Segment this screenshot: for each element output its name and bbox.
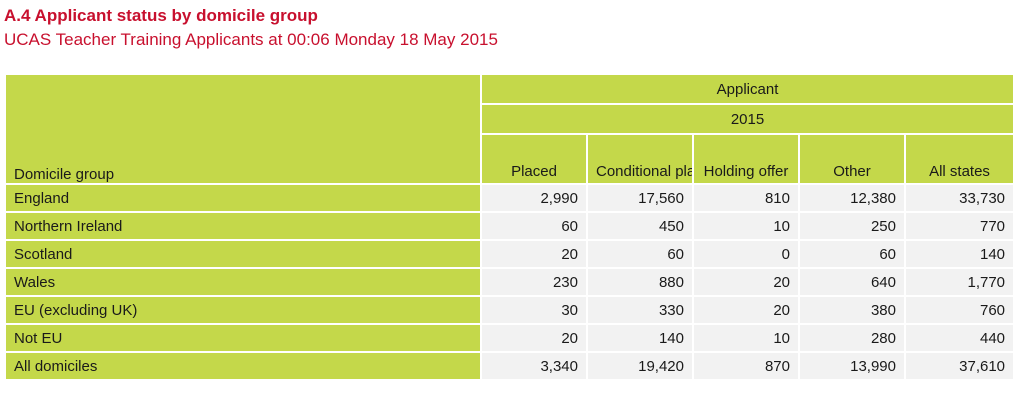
cell-value: 60 <box>586 239 694 269</box>
column-header-other: Other <box>798 133 906 185</box>
column-header-all-states: All states <box>903 133 1016 185</box>
cell-value: 60 <box>480 211 588 241</box>
year-header: 2015 <box>479 103 1016 135</box>
column-header-placed: Placed <box>480 133 588 185</box>
cell-value: 19,420 <box>586 351 694 381</box>
table-row: EU (excluding UK) 30 330 20 380 760 <box>4 295 1016 325</box>
cell-value: 20 <box>480 323 588 353</box>
table-row: Not EU 20 140 10 280 440 <box>4 323 1016 353</box>
row-label: England <box>4 183 482 213</box>
row-label: Northern Ireland <box>4 211 482 241</box>
group-header: Applicant <box>479 73 1016 105</box>
cell-value: 760 <box>903 295 1016 325</box>
cell-value: 20 <box>692 267 800 297</box>
cell-value: 450 <box>586 211 694 241</box>
row-label: Not EU <box>4 323 482 353</box>
cell-value: 3,340 <box>480 351 588 381</box>
row-label: Wales <box>4 267 482 297</box>
cell-value: 0 <box>692 239 800 269</box>
cell-value: 870 <box>692 351 800 381</box>
cell-value: 810 <box>692 183 800 213</box>
cell-value: 140 <box>586 323 694 353</box>
cell-value: 33,730 <box>903 183 1016 213</box>
column-header-conditional-placed: Conditional placed <box>586 133 694 185</box>
cell-value: 380 <box>798 295 906 325</box>
table-row: Scotland 20 60 0 60 140 <box>4 239 1016 269</box>
cell-value: 230 <box>480 267 588 297</box>
table-row: England 2,990 17,560 810 12,380 33,730 <box>4 183 1016 213</box>
column-header-holding-offer: Holding offer <box>692 133 800 185</box>
cell-value: 330 <box>586 295 694 325</box>
cell-value: 20 <box>692 295 800 325</box>
cell-value: 2,990 <box>480 183 588 213</box>
table-subtitle: UCAS Teacher Training Applicants at 00:0… <box>4 30 498 49</box>
cell-value: 10 <box>692 323 800 353</box>
cell-value: 770 <box>903 211 1016 241</box>
table-title: A.4 Applicant status by domicile group <box>4 6 318 25</box>
cell-value: 20 <box>480 239 588 269</box>
cell-value: 60 <box>798 239 906 269</box>
cell-value: 440 <box>903 323 1016 353</box>
table-row: Northern Ireland 60 450 10 250 770 <box>4 211 1016 241</box>
cell-value: 640 <box>798 267 906 297</box>
row-label: Scotland <box>4 239 482 269</box>
cell-value: 140 <box>903 239 1016 269</box>
cell-value: 12,380 <box>798 183 906 213</box>
table-row-total: All domiciles 3,340 19,420 870 13,990 37… <box>4 351 1016 381</box>
cell-value: 30 <box>480 295 588 325</box>
row-header-label: Domicile group <box>4 73 482 185</box>
cell-value: 280 <box>798 323 906 353</box>
cell-value: 13,990 <box>798 351 906 381</box>
cell-value: 10 <box>692 211 800 241</box>
row-label: All domiciles <box>4 351 482 381</box>
cell-value: 880 <box>586 267 694 297</box>
table-row: Wales 230 880 20 640 1,770 <box>4 267 1016 297</box>
cell-value: 250 <box>798 211 906 241</box>
cell-value: 1,770 <box>903 267 1016 297</box>
row-label: EU (excluding UK) <box>4 295 482 325</box>
cell-value: 37,610 <box>903 351 1016 381</box>
applicant-status-table: Domicile group Applicant 2015 Placed Con… <box>4 73 1016 381</box>
cell-value: 17,560 <box>586 183 694 213</box>
